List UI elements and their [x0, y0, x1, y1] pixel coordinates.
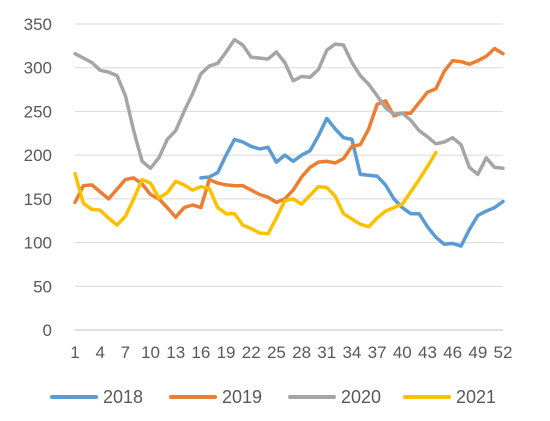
x-tick-label: 10	[141, 343, 160, 362]
x-tick-label: 22	[242, 343, 261, 362]
x-tick-label: 49	[468, 343, 487, 362]
x-tick-label: 46	[443, 343, 462, 362]
x-tick-label: 16	[191, 343, 210, 362]
y-tick-label: 250	[24, 102, 52, 121]
legend: 2018 2019 2020 2021	[50, 387, 496, 407]
x-tick-label: 25	[267, 343, 286, 362]
y-tick-label: 300	[24, 59, 52, 78]
y-tick-label: 100	[24, 234, 52, 253]
x-tick-label: 1	[70, 343, 79, 362]
x-tick-label: 43	[418, 343, 437, 362]
legend-label-2020: 2020	[341, 387, 381, 407]
legend-label-2019: 2019	[222, 387, 262, 407]
x-tick-label: 28	[292, 343, 311, 362]
series-line-2018	[199, 116, 505, 248]
x-tick-label: 40	[393, 343, 412, 362]
x-tick-label: 52	[494, 343, 513, 362]
series-line-2019	[73, 46, 505, 219]
x-tick-label: 31	[317, 343, 336, 362]
x-tick-label: 19	[217, 343, 236, 362]
series-line-2020	[73, 37, 505, 177]
legend-label-2018: 2018	[103, 387, 143, 407]
y-tick-label: 200	[24, 146, 52, 165]
y-tick-label: 50	[33, 277, 52, 296]
x-tick-label: 37	[368, 343, 387, 362]
x-tick-label: 4	[95, 343, 104, 362]
y-tick-label: 350	[24, 15, 52, 34]
series-lines	[73, 37, 505, 248]
x-tick-label: 34	[342, 343, 361, 362]
x-tick-label: 13	[166, 343, 185, 362]
y-axis-tick-labels: 0 50 100 150 200 250 300 350	[24, 15, 52, 340]
x-tick-label: 7	[121, 343, 130, 362]
y-tick-label: 150	[24, 190, 52, 209]
y-tick-label: 0	[43, 321, 52, 340]
series-line-2021	[73, 150, 438, 236]
legend-label-2021: 2021	[456, 387, 496, 407]
x-axis-tick-labels: 1 4 7 10 13 16 19 22 25 28 31 34 37 40 43 46 49 52	[70, 343, 512, 362]
